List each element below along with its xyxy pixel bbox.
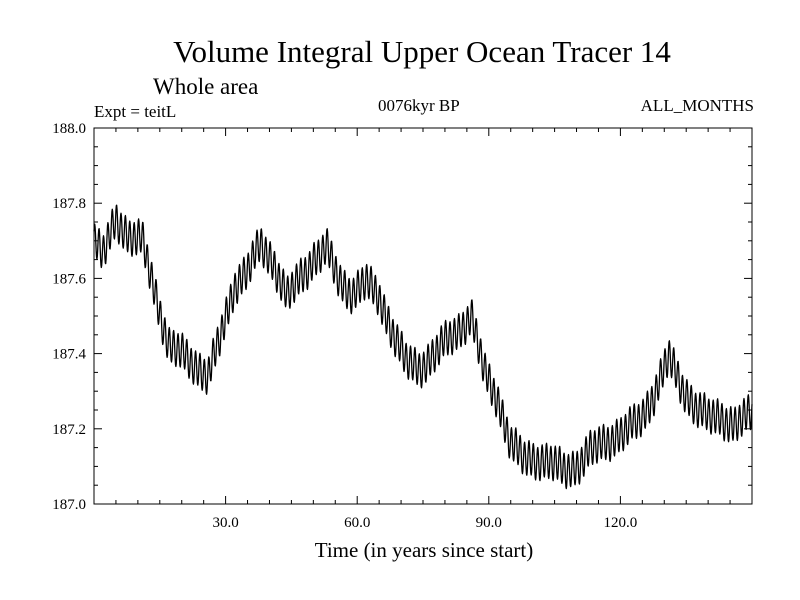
epoch-label: 0076kyr BP: [378, 96, 460, 115]
y-tick-label: 187.4: [52, 347, 86, 363]
months-label: ALL_MONTHS: [640, 96, 754, 115]
x-tick-label: 90.0: [476, 515, 502, 531]
y-tick-label: 187.0: [52, 497, 86, 513]
y-tick-label: 187.6: [52, 271, 86, 287]
plot-frame: [93, 127, 753, 505]
chart-subtitle: Whole area: [153, 74, 259, 99]
x-axis-label: Time (in years since start): [314, 538, 534, 562]
tick-labels: 30.0 60.0 90.0 120.0 187.0 187.2 187.4 187.6 187…: [52, 121, 637, 531]
y-tick-label: 187.2: [52, 422, 86, 438]
y-tick-label: 188.0: [52, 121, 86, 137]
series-line-tracer-14: [93, 204, 753, 490]
x-tick-label: 120.0: [604, 515, 638, 531]
x-tick-label: 60.0: [344, 515, 370, 531]
x-tick-label: 30.0: [212, 515, 238, 531]
tick-marks: [94, 128, 752, 504]
experiment-label: Expt = teitL: [94, 102, 177, 121]
chart-title: Volume Integral Upper Ocean Tracer 14: [173, 34, 671, 69]
y-tick-label: 187.8: [52, 196, 86, 212]
